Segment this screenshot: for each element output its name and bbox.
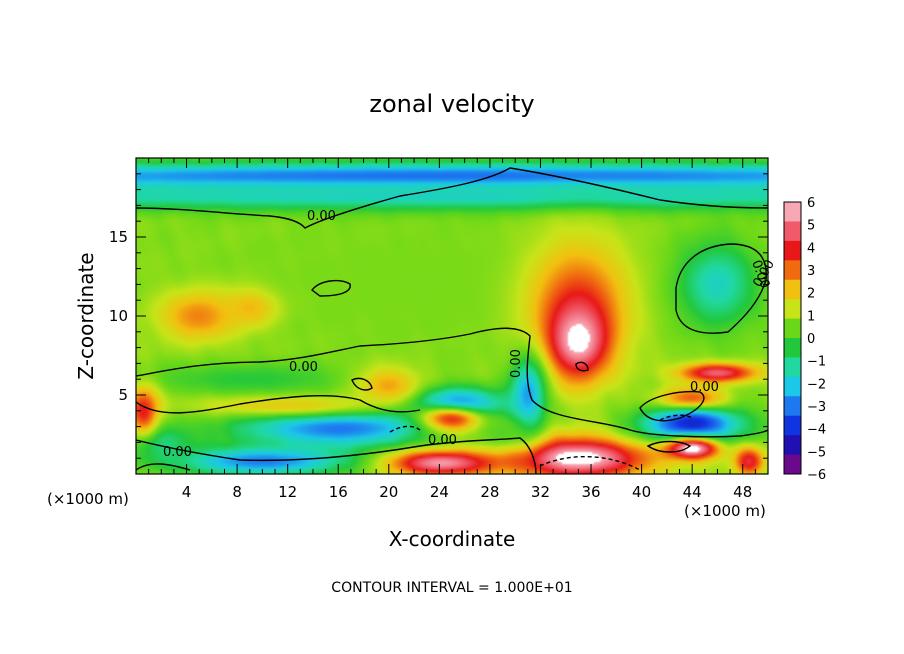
colorbar-tick-label: 4 — [807, 241, 815, 256]
colorbar-segment — [784, 299, 801, 320]
x-axis-label: X-coordinate — [389, 527, 516, 551]
contour-label: 0.00 — [690, 380, 719, 395]
x-tick-label: 44 — [683, 483, 702, 501]
colorbar-segment — [784, 415, 801, 436]
contour-left-band — [136, 394, 421, 414]
colorbar-segment — [784, 221, 801, 242]
contour-middle — [136, 327, 768, 438]
colorbar-tick-label: −4 — [807, 423, 826, 438]
x-tick-label: 12 — [278, 483, 297, 501]
contour-blob-right — [675, 243, 767, 334]
y-tick-labels: 5 10 15 — [109, 228, 128, 404]
contour-left-edge — [136, 463, 191, 471]
y-tick-label: 10 — [109, 307, 128, 325]
contour-label: 0.00 — [307, 209, 336, 224]
colorbar-tick-label: 6 — [807, 196, 815, 211]
colorbar-segment — [784, 279, 801, 300]
colorbar-segment — [784, 240, 801, 261]
x-tick-label: 28 — [480, 483, 499, 501]
colorbar-frame — [783, 201, 802, 475]
contour-upper — [136, 167, 768, 229]
x-tick-labels: 4 8 12 16 20 24 28 32 36 40 44 48 — [182, 483, 752, 501]
zero-contour-lines — [136, 167, 768, 474]
contour-label: 0.00 — [509, 349, 524, 378]
colorbar: 6 5 4 3 2 1 0 −1 −2 −3 −4 −5 −6 — [783, 196, 826, 483]
colorbar-tick-label: −5 — [807, 445, 826, 460]
chart-title: zonal velocity — [369, 90, 534, 118]
colorbar-tick-label: 0 — [807, 332, 815, 347]
x-unit-label-left: (×1000 m) — [47, 490, 129, 508]
axes — [136, 158, 768, 474]
contour-dashed-1 — [389, 425, 421, 433]
x-unit-label-right: (×1000 m) — [684, 502, 766, 520]
velocity-heatmap — [136, 158, 768, 474]
colorbar-tick-label: 5 — [807, 219, 815, 234]
colorbar-segment — [784, 357, 801, 378]
x-tick-label: 48 — [733, 483, 752, 501]
contour-labels: 0.00 0.00 0.00 0.00 0.00 0.00 0.00 0.00 — [163, 209, 778, 460]
colorbar-tick-label: 1 — [807, 309, 815, 324]
y-tick-label: 15 — [109, 228, 128, 246]
contour-interval-text: CONTOUR INTERVAL = 1.000E+01 — [331, 580, 572, 596]
x-tick-label: 36 — [581, 483, 600, 501]
x-tick-label: 8 — [232, 483, 242, 501]
contour-small-loop — [575, 361, 589, 372]
colorbar-segment — [784, 318, 801, 339]
colorbar-tick-label: −2 — [807, 377, 826, 392]
y-axis-label: Z-coordinate — [74, 252, 98, 379]
x-tick-label: 24 — [430, 483, 449, 501]
colorbar-tick-label: −1 — [807, 355, 826, 370]
colorbar-tick-label: −6 — [807, 468, 826, 483]
colorbar-segment — [784, 454, 801, 475]
x-tick-label: 40 — [632, 483, 651, 501]
contour-dashed-3 — [659, 414, 693, 421]
colorbar-tick-label: 2 — [807, 287, 815, 302]
colorbar-segment — [784, 260, 801, 281]
x-tick-label: 32 — [531, 483, 550, 501]
contour-dashed-2 — [539, 455, 641, 471]
colorbar-segment — [784, 396, 801, 417]
x-tick-label: 16 — [329, 483, 348, 501]
y-tick-label: 5 — [118, 386, 128, 404]
contour-blob-small — [351, 377, 373, 391]
colorbar-segment — [784, 376, 801, 397]
colorbar-segment — [784, 435, 801, 456]
colorbar-segment — [784, 338, 801, 358]
contour-lower — [136, 437, 537, 474]
contour-label: 0.00 — [289, 360, 318, 375]
x-tick-label: 4 — [182, 483, 192, 501]
colorbar-tick-label: −3 — [807, 400, 826, 415]
contour-blob-1 — [311, 279, 351, 297]
colorbar-tick-label: 3 — [807, 264, 815, 279]
contour-lower-right-loop — [646, 440, 692, 453]
x-tick-label: 20 — [379, 483, 398, 501]
contour-label: 0.00 — [163, 445, 192, 460]
contour-blob-lower-right — [639, 390, 705, 422]
colorbar-segment — [784, 202, 801, 222]
contour-label: 0.00 — [428, 433, 457, 448]
